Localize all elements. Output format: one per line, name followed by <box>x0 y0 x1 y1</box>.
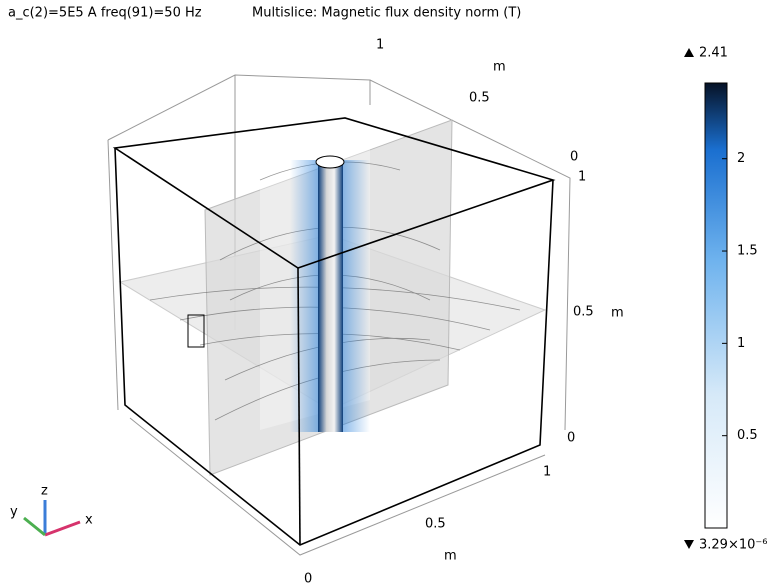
colorbar <box>705 83 727 528</box>
axis-label: 0.5 <box>469 91 490 106</box>
axis-label: 0 <box>567 431 575 446</box>
expression: a_c(2)=5E5 A freq(91)=50 Hz <box>8 6 202 21</box>
axis-label: 0.5 <box>425 517 446 532</box>
axis-label: m <box>444 549 457 564</box>
triad-label: x <box>85 513 93 528</box>
axis-label: 1 <box>376 38 384 53</box>
box-edge <box>108 75 370 140</box>
plot-title: Multislice: Magnetic flux density norm (… <box>252 6 521 21</box>
axis-label: 1 <box>543 465 551 480</box>
axis-label: 1 <box>578 170 586 185</box>
axis-label: 0 <box>304 572 312 587</box>
conductor <box>318 162 343 432</box>
colorbar-tick-label: 1 <box>737 336 745 351</box>
plot-window: a_c(2)=5E5 A freq(91)=50 Hz Multislice: … <box>0 0 771 587</box>
conductor-top <box>316 156 344 168</box>
colorbar-max: 2.41 <box>699 46 728 61</box>
axis-label: 0.5 <box>573 305 594 320</box>
scene: 2.41 3.29×10⁻⁶ <box>24 46 767 556</box>
triad-label: y <box>10 505 18 520</box>
max-marker <box>684 48 694 57</box>
colorbar-min: 3.29×10⁻⁶ <box>699 538 767 553</box>
min-marker <box>684 540 694 549</box>
axis-label: m <box>493 60 506 75</box>
triad-label: z <box>41 484 48 499</box>
axis-label: 0 <box>570 150 578 165</box>
colorbar-tick-label: 2 <box>737 151 745 166</box>
box-edge <box>130 418 545 555</box>
triad-x <box>45 522 80 535</box>
colorbar-tick-label: 0.5 <box>737 428 758 443</box>
axis-label: m <box>611 306 624 321</box>
colorbar-tick-label: 1.5 <box>737 244 758 259</box>
triad-y <box>24 518 45 535</box>
